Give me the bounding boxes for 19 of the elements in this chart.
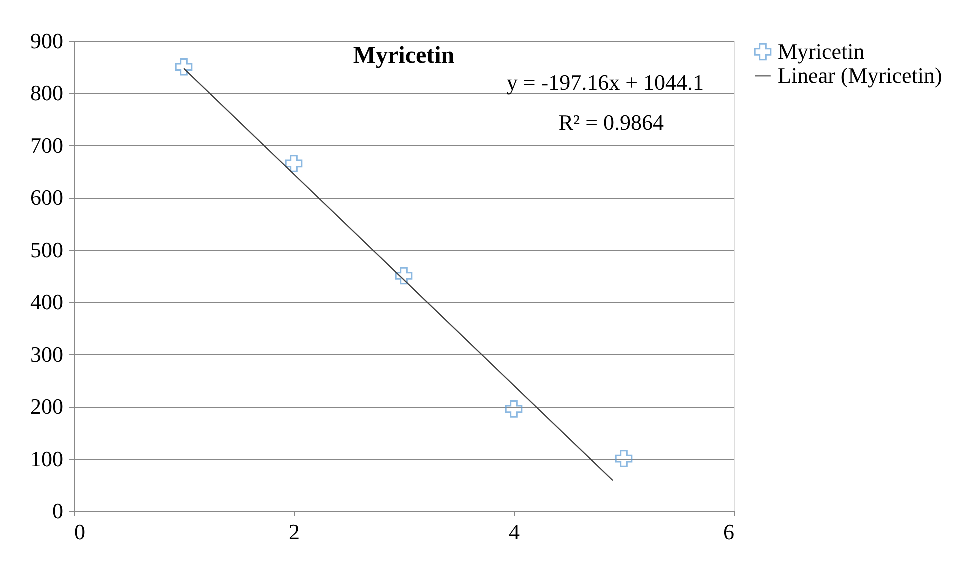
y-tick-label: 900	[30, 28, 64, 54]
legend-label: Linear (Myricetin)	[778, 63, 942, 88]
x-tick-label: 4	[509, 520, 520, 544]
x-tick-label: 6	[724, 520, 734, 544]
x-tick-label: 2	[289, 520, 300, 544]
x-tick-label: 0	[74, 520, 86, 544]
annotation: R² = 0.9864	[558, 110, 664, 135]
y-tick-label: 100	[30, 446, 64, 472]
y-tick-label: 0	[52, 498, 64, 524]
legend-label: Myricetin	[778, 39, 865, 64]
y-tick-label: 300	[30, 342, 64, 367]
y-tick-label: 600	[30, 185, 64, 210]
y-tick-label: 500	[30, 237, 64, 262]
y-tick-label: 200	[30, 394, 64, 420]
annotation: y = -197.16x + 1044.1	[506, 70, 704, 95]
chart-title: Myricetin	[353, 43, 455, 69]
y-tick-label: 700	[30, 132, 64, 158]
y-tick-label: 800	[30, 80, 64, 106]
y-tick-label: 400	[30, 290, 64, 315]
